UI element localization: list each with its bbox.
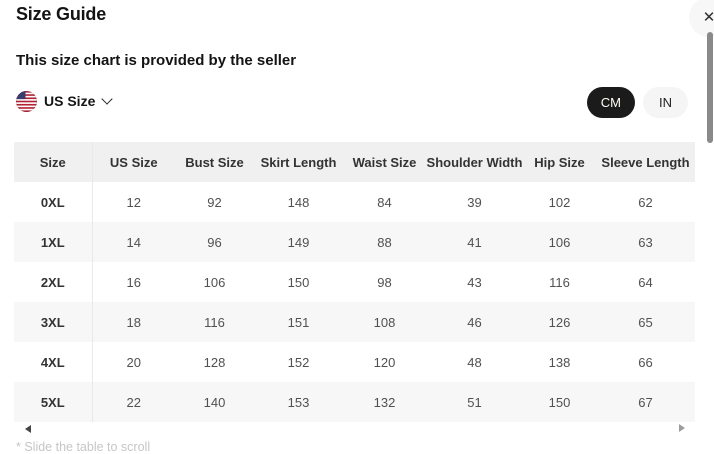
value-cell: 12 bbox=[126, 194, 141, 210]
value-cell: 67 bbox=[638, 394, 653, 410]
column-header: Sleeve Length bbox=[601, 154, 690, 170]
unit-cm-button[interactable]: CM bbox=[586, 87, 635, 118]
value-cell: 151 bbox=[287, 314, 310, 330]
page-title: Size Guide bbox=[16, 4, 107, 24]
unit-toggle: CM IN bbox=[586, 87, 688, 118]
size-cell: 2XL bbox=[14, 262, 93, 302]
value-cell: 148 bbox=[287, 194, 310, 210]
value-cell: 20 bbox=[126, 354, 141, 370]
column-header: Bust Size bbox=[185, 154, 244, 170]
value-cell: 51 bbox=[467, 394, 482, 410]
size-chart: Size US Size Bust Size Skirt Length Waist Si… bbox=[14, 142, 695, 422]
size-table[interactable]: Size US Size Bust Size Skirt Length Waist Si… bbox=[14, 142, 695, 422]
value-cell: 150 bbox=[287, 274, 310, 290]
value-cell: 132 bbox=[373, 394, 396, 410]
region-selector[interactable]: US Size bbox=[15, 88, 114, 114]
scroll-left-arrow-icon[interactable] bbox=[25, 425, 31, 433]
value-cell: 120 bbox=[373, 354, 396, 370]
value-cell: 152 bbox=[287, 354, 310, 370]
column-header: Waist Size bbox=[352, 154, 417, 170]
table-row: 1XL 14 96 149 88 41 106 63 bbox=[14, 222, 695, 262]
scroll-hint: * Slide the table to scroll bbox=[16, 440, 151, 454]
value-cell: 116 bbox=[204, 314, 225, 330]
value-cell: 22 bbox=[126, 394, 141, 410]
size-cell: 0XL bbox=[14, 182, 93, 222]
region-label: US Size bbox=[44, 93, 96, 109]
table-row: 2XL 16 106 150 98 43 116 64 bbox=[14, 262, 695, 302]
value-cell: 66 bbox=[638, 354, 653, 370]
value-cell: 41 bbox=[467, 234, 482, 250]
us-flag-icon bbox=[15, 90, 38, 112]
table-row: 3XL 18 116 151 108 46 126 65 bbox=[14, 302, 695, 342]
value-cell: 102 bbox=[548, 194, 571, 210]
value-cell: 108 bbox=[373, 314, 396, 330]
table-header-row: Size US Size Bust Size Skirt Length Waist Si… bbox=[14, 142, 695, 182]
value-cell: 39 bbox=[467, 194, 482, 210]
table-row: 5XL 22 140 153 132 51 150 67 bbox=[14, 382, 695, 422]
close-icon: ✕ bbox=[702, 8, 714, 26]
value-cell: 16 bbox=[126, 274, 141, 290]
table-row: 4XL 20 128 152 120 48 138 66 bbox=[14, 342, 695, 382]
value-cell: 88 bbox=[377, 234, 392, 250]
column-header: Size bbox=[14, 142, 93, 182]
value-cell: 65 bbox=[638, 314, 653, 330]
column-header: Shoulder Width bbox=[426, 154, 523, 170]
size-cell: 1XL bbox=[14, 222, 93, 262]
value-cell: 62 bbox=[638, 194, 653, 210]
chevron-down-icon bbox=[101, 93, 114, 105]
seller-note: This size chart is provided by the selle… bbox=[16, 52, 297, 69]
value-cell: 98 bbox=[377, 274, 392, 290]
value-cell: 126 bbox=[548, 314, 571, 330]
value-cell: 150 bbox=[548, 394, 571, 410]
value-cell: 106 bbox=[203, 274, 226, 290]
value-cell: 128 bbox=[203, 354, 226, 370]
vertical-scrollbar-thumb[interactable] bbox=[707, 32, 713, 143]
column-header: Hip Size bbox=[534, 154, 585, 170]
value-cell: 43 bbox=[467, 274, 482, 290]
value-cell: 46 bbox=[467, 314, 482, 330]
value-cell: 48 bbox=[467, 354, 482, 370]
value-cell: 96 bbox=[207, 234, 222, 250]
size-table-body: 0XL 12 92 148 84 39 102 62 1XL 14 96 149 88 41 106 63 2X… bbox=[14, 182, 695, 422]
value-cell: 18 bbox=[126, 314, 141, 330]
value-cell: 64 bbox=[638, 274, 653, 290]
size-cell: 4XL bbox=[14, 342, 93, 382]
value-cell: 63 bbox=[638, 234, 653, 250]
value-cell: 149 bbox=[287, 234, 310, 250]
value-cell: 14 bbox=[126, 234, 141, 250]
value-cell: 138 bbox=[548, 354, 571, 370]
value-cell: 116 bbox=[549, 274, 570, 290]
scroll-right-arrow-icon[interactable] bbox=[679, 424, 685, 432]
column-header: US Size bbox=[109, 154, 158, 170]
size-cell: 5XL bbox=[14, 382, 93, 422]
value-cell: 106 bbox=[548, 234, 571, 250]
value-cell: 140 bbox=[203, 394, 226, 410]
value-cell: 92 bbox=[207, 194, 222, 210]
size-cell: 3XL bbox=[14, 302, 93, 342]
unit-in-button[interactable]: IN bbox=[643, 87, 688, 118]
table-row: 0XL 12 92 148 84 39 102 62 bbox=[14, 182, 695, 222]
column-header: Skirt Length bbox=[260, 154, 337, 170]
value-cell: 153 bbox=[287, 394, 310, 410]
value-cell: 84 bbox=[377, 194, 392, 210]
